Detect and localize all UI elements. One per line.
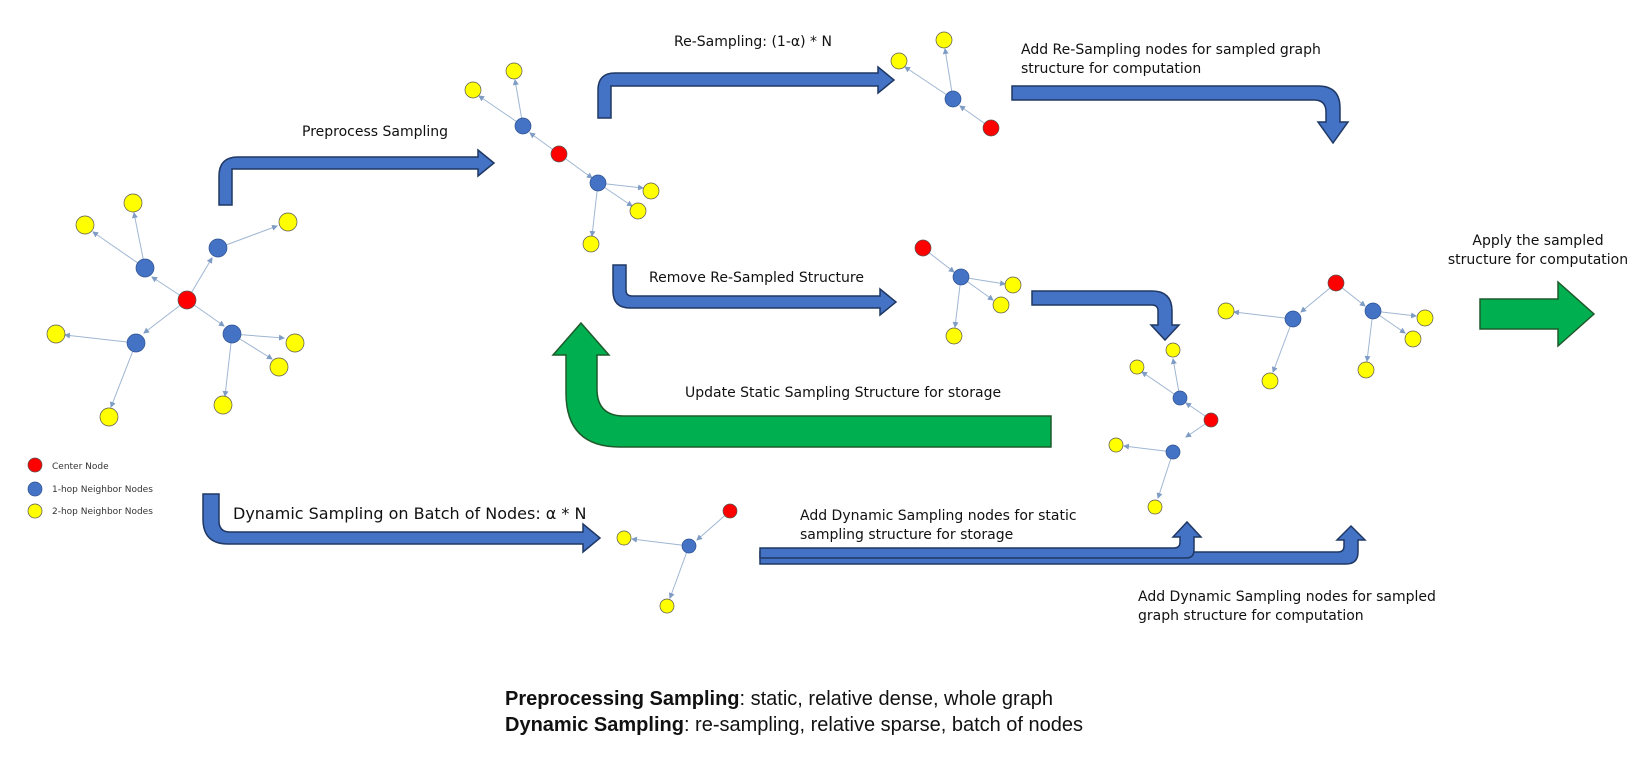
graph-preprocessed: [464, 62, 660, 253]
hop2-node: [616, 530, 632, 546]
hop2-node: [1404, 330, 1422, 348]
legend-hop1-swatch: [27, 481, 43, 497]
resampling-arrow: [597, 65, 896, 119]
hop1-node: [952, 268, 970, 286]
hop2-node: [278, 212, 298, 232]
graph-resampled: [890, 31, 1000, 137]
dynamic-arrow: [202, 493, 602, 554]
hop1-node: [1165, 444, 1181, 460]
center-node: [177, 290, 197, 310]
center-node: [982, 119, 1000, 137]
center-node: [1203, 412, 1219, 428]
summary-line-1: Preprocessing Sampling: static, relative…: [505, 686, 1083, 712]
legend-center-swatch: [27, 457, 43, 473]
summary-line-2-bold: Dynamic Sampling: [505, 714, 684, 736]
hop2-node: [1357, 361, 1375, 379]
hop2-node: [890, 52, 908, 70]
center-node: [722, 503, 738, 519]
hop2-node: [1004, 276, 1022, 294]
center-node: [914, 239, 932, 257]
hop2-node: [505, 62, 523, 80]
legend-hop2-swatch: [27, 503, 43, 519]
center-node: [550, 145, 568, 163]
hop2-node: [464, 81, 482, 99]
add-resampling-arrow: [1011, 85, 1350, 145]
hop2-node: [123, 193, 143, 213]
hop1-node: [126, 333, 146, 353]
graph-computation: [1217, 274, 1434, 390]
summary-line-1-rest: : static, relative dense, whole graph: [739, 688, 1054, 710]
summary-line-2: Dynamic Sampling: re-sampling, relative …: [505, 712, 1083, 738]
hop2-node: [75, 215, 95, 235]
hop2-node: [46, 324, 66, 344]
add-resampling-label-2: structure for computation: [1021, 61, 1201, 77]
resampling-label: Re-Sampling: (1-α) * N: [674, 34, 832, 50]
hop2-node: [945, 327, 963, 345]
hop2-node: [1261, 372, 1279, 390]
remove-label: Remove Re-Sampled Structure: [649, 270, 864, 286]
preprocess-label: Preprocess Sampling: [302, 124, 448, 140]
hop2-node: [1165, 342, 1181, 358]
graph-original: [46, 193, 305, 427]
hop2-node: [582, 235, 600, 253]
graph-remaining: [914, 239, 1022, 345]
hop2-node: [992, 296, 1010, 314]
apply-label-2: structure for computation: [1448, 252, 1628, 268]
summary-line-1-bold: Preprocessing Sampling: [505, 688, 740, 710]
add-resampling-label-1: Add Re-Sampling nodes for sampled graph: [1021, 42, 1321, 58]
hop2-node: [1217, 302, 1235, 320]
center-node: [1327, 274, 1345, 292]
apply-label-1: Apply the sampled: [1472, 233, 1603, 249]
to-storage-arrow: [1031, 290, 1181, 342]
hop2-node: [1416, 309, 1434, 327]
summary: Preprocessing Sampling: static, relative…: [505, 686, 1083, 738]
dynamic-label: Dynamic Sampling on Batch of Nodes: α * …: [233, 504, 586, 523]
legend-hop1-label: 1-hop Neighbor Nodes: [52, 485, 153, 495]
hop2-node: [285, 333, 305, 353]
hop2-node: [1147, 499, 1163, 515]
hop1-node: [1284, 310, 1302, 328]
hop1-node: [135, 258, 155, 278]
hop1-node: [1172, 390, 1188, 406]
apply-arrow: [1479, 280, 1596, 348]
add-dynamic-storage-label-1: Add Dynamic Sampling nodes for static: [800, 508, 1077, 524]
hop2-node: [629, 202, 647, 220]
hop1-node: [208, 238, 228, 258]
hop2-node: [1108, 437, 1124, 453]
hop2-node: [213, 395, 233, 415]
hop2-node: [1129, 359, 1145, 375]
add-dynamic-compute-label-2: graph structure for computation: [1138, 608, 1364, 624]
graph-dynamic: [616, 503, 738, 614]
update-storage-arrow: [551, 321, 1052, 448]
hop1-node: [222, 324, 242, 344]
legend: Center Node 1-hop Neighbor Nodes 2-hop N…: [27, 457, 153, 519]
hop1-node: [589, 174, 607, 192]
update-label: Update Static Sampling Structure for sto…: [685, 385, 1001, 401]
preprocess-arrow: [218, 148, 496, 206]
legend-center-label: Center Node: [52, 462, 109, 472]
hop1-node: [1364, 302, 1382, 320]
hop2-node: [659, 598, 675, 614]
hop2-node: [269, 357, 289, 377]
graph-storage: [1108, 342, 1219, 515]
add-dynamic-storage-arrow: [759, 520, 1203, 559]
hop2-node: [99, 407, 119, 427]
hop1-node: [681, 538, 697, 554]
legend-hop2-label: 2-hop Neighbor Nodes: [52, 507, 153, 517]
hop2-node: [935, 31, 953, 49]
add-dynamic-storage-label-2: sampling structure for storage: [800, 527, 1013, 543]
remove-arrow: [612, 264, 898, 317]
add-dynamic-compute-label-1: Add Dynamic Sampling nodes for sampled: [1138, 589, 1436, 605]
hop1-node: [514, 117, 532, 135]
summary-line-2-rest: : re-sampling, relative sparse, batch of…: [683, 714, 1084, 736]
hop1-node: [944, 90, 962, 108]
hop2-node: [642, 182, 660, 200]
